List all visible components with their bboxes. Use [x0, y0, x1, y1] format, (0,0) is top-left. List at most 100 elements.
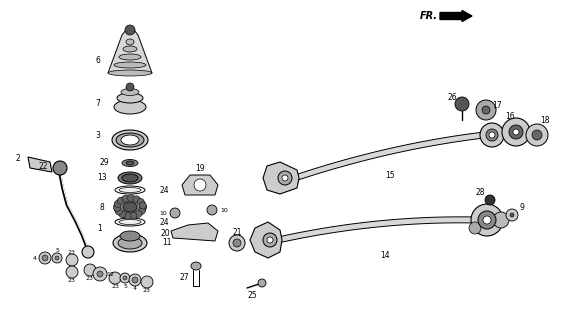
Ellipse shape: [114, 100, 146, 114]
Circle shape: [133, 196, 140, 203]
Text: 4: 4: [133, 285, 137, 291]
Text: 20: 20: [160, 228, 170, 237]
Circle shape: [141, 276, 153, 288]
Circle shape: [278, 171, 292, 185]
Ellipse shape: [191, 262, 201, 270]
Circle shape: [122, 195, 129, 202]
Text: 24: 24: [160, 186, 170, 195]
Ellipse shape: [126, 39, 134, 45]
Ellipse shape: [121, 135, 139, 145]
Text: 4: 4: [33, 255, 37, 260]
Ellipse shape: [120, 231, 140, 241]
Text: 7: 7: [96, 99, 101, 108]
Circle shape: [471, 204, 503, 236]
Circle shape: [124, 212, 131, 220]
Circle shape: [97, 271, 103, 277]
Circle shape: [93, 267, 107, 281]
Polygon shape: [108, 28, 152, 73]
Circle shape: [478, 211, 496, 229]
Ellipse shape: [115, 186, 145, 194]
Circle shape: [502, 118, 530, 146]
Ellipse shape: [118, 172, 142, 184]
Text: 10: 10: [159, 211, 167, 215]
Polygon shape: [295, 132, 484, 181]
Ellipse shape: [119, 188, 141, 193]
Circle shape: [493, 212, 509, 228]
Circle shape: [469, 222, 481, 234]
Ellipse shape: [123, 46, 137, 52]
Text: 1: 1: [98, 223, 102, 233]
Ellipse shape: [122, 174, 138, 182]
Circle shape: [84, 264, 96, 276]
Circle shape: [482, 106, 490, 114]
Polygon shape: [182, 175, 218, 195]
Circle shape: [486, 129, 498, 141]
Circle shape: [137, 198, 144, 205]
Ellipse shape: [119, 220, 141, 225]
Circle shape: [126, 83, 134, 91]
Polygon shape: [171, 223, 218, 241]
Circle shape: [489, 132, 495, 138]
Ellipse shape: [117, 93, 143, 103]
Polygon shape: [28, 157, 52, 172]
Circle shape: [138, 207, 145, 214]
Circle shape: [117, 197, 124, 204]
Circle shape: [132, 277, 138, 283]
Circle shape: [130, 212, 137, 219]
Ellipse shape: [122, 159, 138, 166]
Text: 23: 23: [68, 277, 76, 283]
Text: 3: 3: [96, 131, 101, 140]
Circle shape: [39, 252, 51, 264]
Text: 22: 22: [38, 162, 48, 171]
Ellipse shape: [123, 202, 137, 212]
Circle shape: [53, 161, 67, 175]
Text: 5: 5: [123, 284, 127, 289]
Polygon shape: [263, 162, 299, 194]
Circle shape: [120, 273, 130, 283]
Circle shape: [513, 129, 519, 135]
Circle shape: [480, 123, 504, 147]
Text: 16: 16: [505, 111, 515, 121]
FancyArrow shape: [440, 11, 472, 21]
Ellipse shape: [118, 237, 142, 249]
Circle shape: [139, 204, 146, 211]
Text: 19: 19: [195, 164, 205, 172]
Circle shape: [485, 195, 495, 205]
Circle shape: [526, 124, 548, 146]
Circle shape: [127, 195, 135, 202]
Text: 2: 2: [15, 154, 20, 163]
Ellipse shape: [115, 218, 145, 226]
Circle shape: [476, 100, 496, 120]
Ellipse shape: [114, 196, 146, 218]
Circle shape: [82, 246, 94, 258]
Text: 6: 6: [96, 55, 101, 65]
Circle shape: [233, 239, 241, 247]
Text: 12: 12: [106, 271, 114, 276]
Ellipse shape: [119, 54, 141, 60]
Circle shape: [194, 179, 206, 191]
Circle shape: [267, 237, 273, 243]
Circle shape: [139, 202, 146, 209]
Ellipse shape: [121, 89, 139, 95]
Text: 23: 23: [111, 284, 119, 289]
Ellipse shape: [114, 62, 146, 68]
Circle shape: [42, 255, 48, 261]
Text: 21: 21: [232, 228, 242, 236]
Text: 28: 28: [475, 188, 485, 196]
Circle shape: [258, 279, 266, 287]
Circle shape: [129, 274, 141, 286]
Text: 24: 24: [160, 218, 170, 227]
Text: 23: 23: [143, 287, 151, 292]
Ellipse shape: [126, 161, 134, 165]
Text: 5: 5: [55, 247, 59, 252]
Ellipse shape: [113, 234, 147, 252]
Circle shape: [116, 208, 122, 215]
Text: 13: 13: [97, 172, 107, 181]
Text: 11: 11: [162, 237, 171, 246]
Circle shape: [135, 210, 142, 217]
Polygon shape: [278, 217, 477, 243]
Circle shape: [509, 125, 523, 139]
Circle shape: [109, 272, 121, 284]
Ellipse shape: [116, 133, 144, 147]
Circle shape: [510, 213, 514, 217]
